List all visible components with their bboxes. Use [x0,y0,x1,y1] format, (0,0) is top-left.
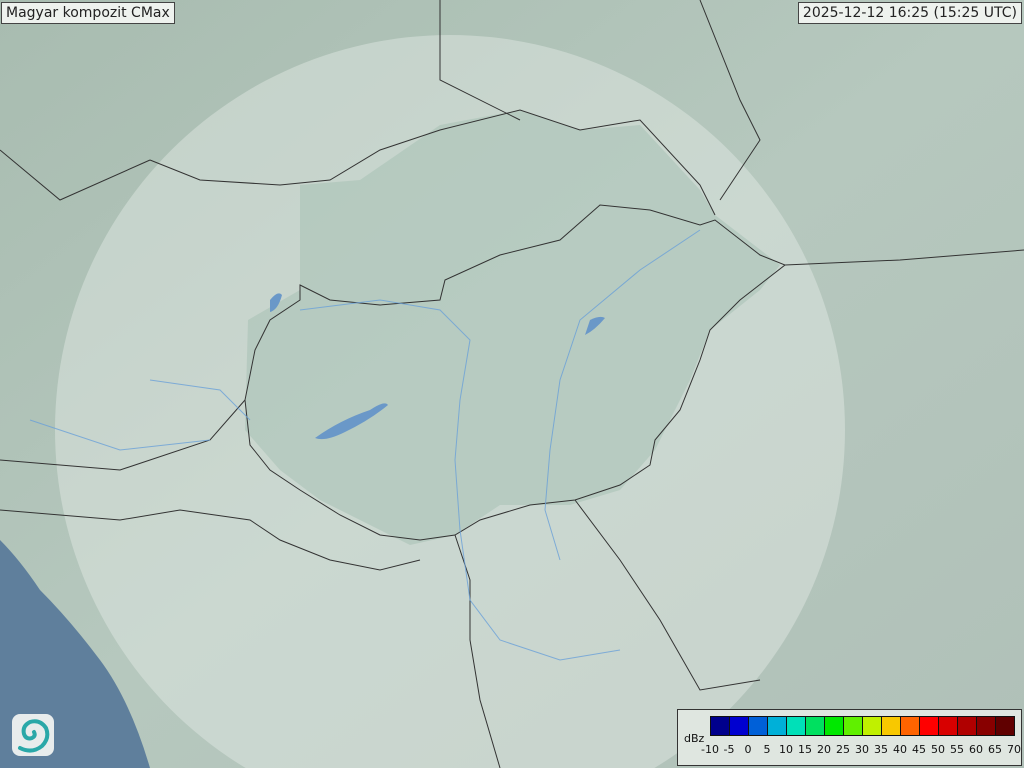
legend-swatch [749,717,768,735]
legend-swatch [958,717,977,735]
legend-tick-label: 50 [931,743,945,756]
legend-ticks: -10 -5 0 5 10 15 20 25 30 35 40 45 50 55 60 65 70 [700,743,1024,763]
radar-coverage-area [55,34,845,768]
swirl-logo-icon [18,719,50,753]
lake-neusiedl [270,293,282,312]
dbz-legend: dBz -10 -5 0 5 10 15 20 25 30 35 40 45 50 55 60 65 70 [677,709,1022,766]
legend-swatch [901,717,920,735]
legend-unit: dBz [684,732,705,745]
legend-tick-label: 10 [779,743,793,756]
logo [12,714,54,756]
legend-tick-label: 15 [798,743,812,756]
legend-swatch [939,717,958,735]
legend-tick-label: 5 [763,743,771,756]
legend-tick-label: 70 [1007,743,1021,756]
legend-swatch [730,717,749,735]
legend-swatch [977,717,996,735]
timestamp: 2025-12-12 16:25 (15:25 UTC) [797,2,1022,24]
rivers [29,229,701,661]
legend-tick-label: -10 [701,743,719,756]
legend-tick-label: 30 [855,743,869,756]
legend-swatch [806,717,825,735]
lake-balaton [315,403,388,440]
adriatic-sea [0,540,150,768]
legend-tick-label: 45 [912,743,926,756]
legend-tick-label: 65 [988,743,1002,756]
legend-tick-label: 40 [893,743,907,756]
legend-tick-label: 35 [874,743,888,756]
legend-swatch [711,717,730,735]
legend-tick-label: 60 [969,743,983,756]
legend-swatch [863,717,882,735]
legend-color-scale [710,716,1015,736]
legend-tick-label: 55 [950,743,964,756]
legend-swatch [825,717,844,735]
hungary-region [245,110,780,545]
legend-swatch [787,717,806,735]
legend-swatch [996,717,1014,735]
legend-swatch [768,717,787,735]
legend-tick-label: -5 [723,743,735,756]
legend-swatch [844,717,863,735]
legend-tick-label: 0 [744,743,752,756]
legend-tick-label: 20 [817,743,831,756]
legend-tick-label: 25 [836,743,850,756]
lake-tisza [585,316,605,335]
legend-swatch [920,717,939,735]
map-title: Magyar kompozit CMax [1,2,175,24]
legend-swatch [882,717,901,735]
